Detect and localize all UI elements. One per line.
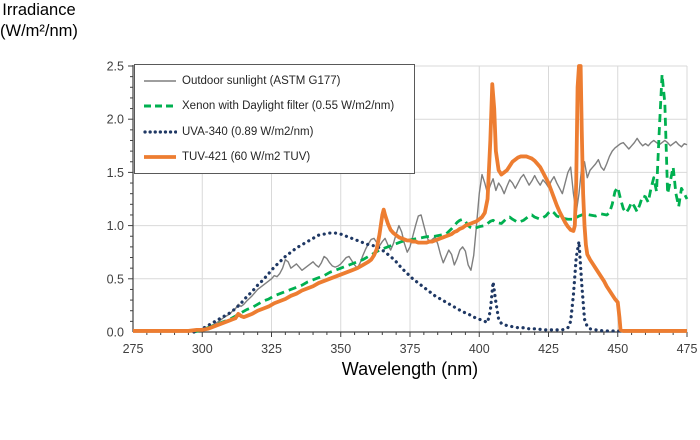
y-tick-label: 1.0: [107, 219, 124, 233]
series-line-2: [192, 231, 689, 334]
legend: Outdoor sunlight (ASTM G177) Xenon with …: [134, 64, 415, 174]
legend-line-sample-icon: [144, 155, 176, 160]
x-tick-label: 425: [538, 342, 559, 356]
legend-item-xenon-daylight-filter: Xenon with Daylight filter (0.55 W/m2/nm…: [135, 94, 414, 120]
legend-label: Xenon with Daylight filter (0.55 W/m2/nm…: [182, 100, 395, 113]
y-axis-title-line2: (W/m²/nm): [0, 22, 78, 40]
series-line-3: [133, 64, 687, 333]
y-tick-label: 0.5: [107, 272, 124, 286]
x-tick-label: 475: [677, 342, 698, 356]
x-tick-label: 300: [192, 342, 213, 356]
legend-line-sample-icon: [144, 79, 176, 82]
y-tick-label: 1.5: [107, 166, 124, 180]
x-tick-label: 350: [330, 342, 351, 356]
legend-label: TUV-421 (60 W/m2 TUV): [182, 151, 311, 164]
series-line-1: [193, 73, 689, 334]
y-tick-label: 0.0: [107, 326, 124, 340]
y-tick-label: 2.0: [107, 113, 124, 127]
y-axis-title: Irradiance (W/m²/nm): [0, 0, 78, 42]
legend-line-sample-icon: [144, 104, 176, 108]
x-tick-label: 275: [123, 342, 144, 356]
legend-label: Outdoor sunlight (ASTM G177): [182, 74, 341, 87]
legend-item-outdoor-sunlight: Outdoor sunlight (ASTM G177): [135, 68, 414, 94]
legend-item-uva-340: UVA-340 (0.89 W/m2/nm): [135, 119, 414, 145]
x-tick-label: 400: [469, 342, 490, 356]
legend-item-tuv-421: TUV-421 (60 W/m2 TUV): [135, 145, 414, 171]
y-tick-label: 2.5: [107, 60, 124, 74]
x-axis-title: Wavelength (nm): [341, 359, 479, 379]
series-line-0: [188, 137, 688, 333]
x-tick-label: 375: [400, 342, 421, 356]
x-tick-label: 450: [607, 342, 628, 356]
legend-line-sample-icon: [143, 130, 177, 134]
y-axis-title-line1: Irradiance: [2, 1, 76, 19]
legend-label: UVA-340 (0.89 W/m2/nm): [182, 125, 314, 138]
x-tick-label: 325: [261, 342, 282, 356]
